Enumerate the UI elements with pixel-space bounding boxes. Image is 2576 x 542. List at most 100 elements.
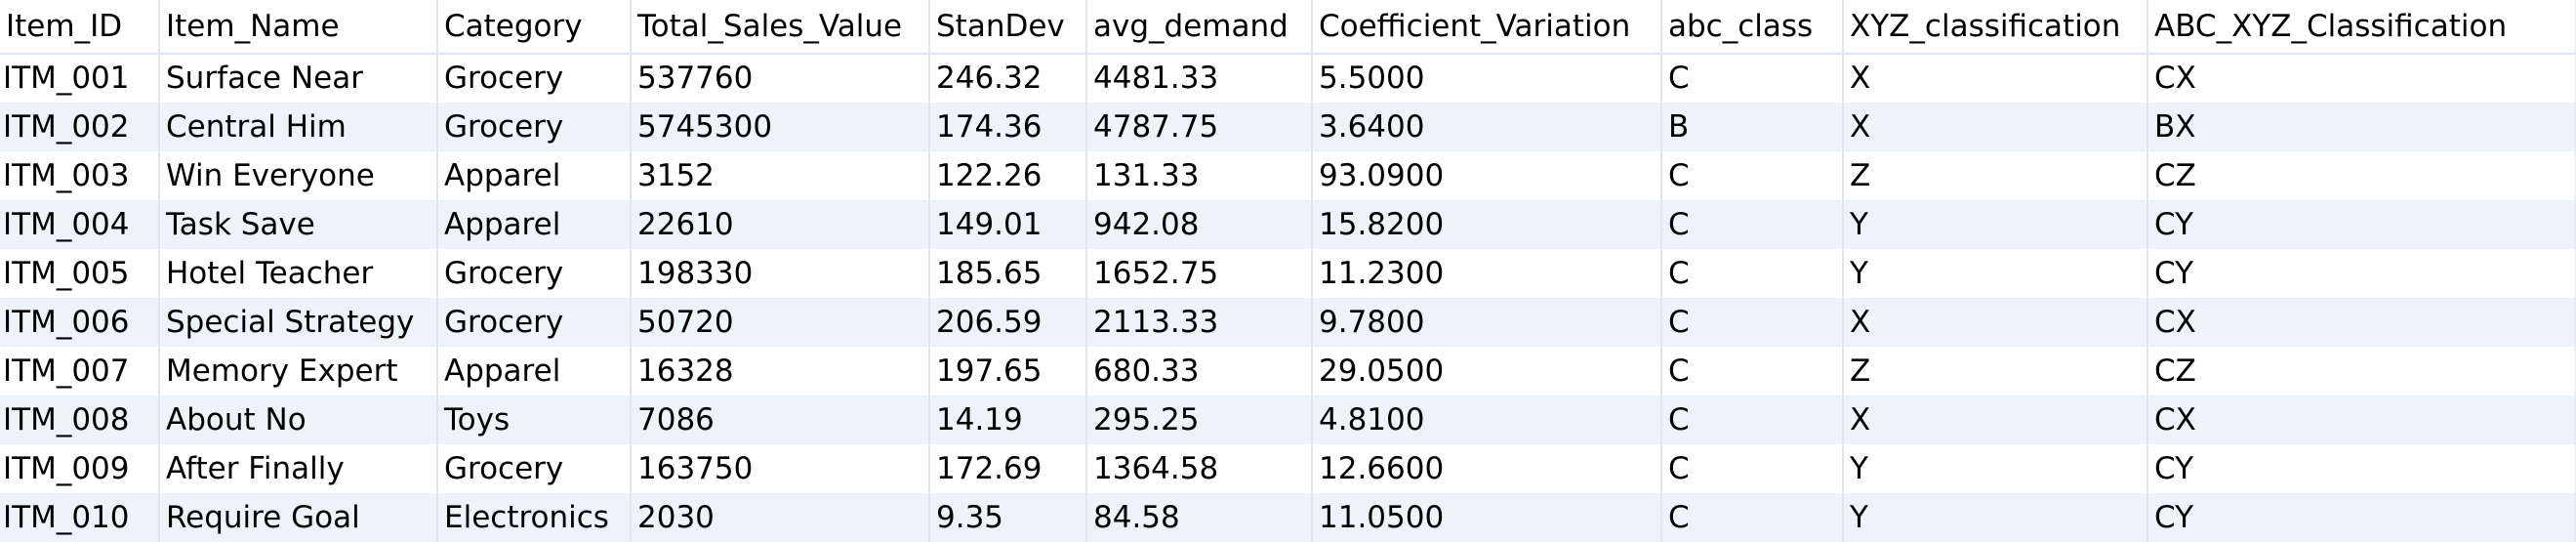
cell-item-name[interactable]: Memory Expert — [159, 347, 438, 396]
cell-xyz-classification[interactable]: X — [1843, 396, 2148, 444]
cell-abc-class[interactable]: C — [1661, 298, 1844, 347]
cell-abc-class[interactable]: C — [1661, 396, 1844, 444]
cell-total-sales-value[interactable]: 3152 — [631, 151, 930, 200]
column-header-abc-xyz-classification[interactable]: ABC_XYZ_Classification — [2147, 0, 2576, 55]
cell-item-id[interactable]: ITM_005 — [0, 249, 160, 298]
cell-item-name[interactable]: About No — [159, 396, 438, 444]
cell-item-id[interactable]: ITM_001 — [0, 54, 160, 103]
cell-abc-xyz-classification[interactable]: BX — [2147, 103, 2576, 151]
cell-abc-xyz-classification[interactable]: CX — [2147, 396, 2576, 444]
cell-standev[interactable]: 14.19 — [929, 396, 1087, 444]
cell-abc-xyz-classification[interactable]: CY — [2147, 200, 2576, 249]
cell-standev[interactable]: 206.59 — [929, 298, 1087, 347]
cell-item-name[interactable]: Central Him — [159, 103, 438, 151]
cell-total-sales-value[interactable]: 5745300 — [631, 103, 930, 151]
column-header-standev[interactable]: StanDev — [929, 0, 1087, 55]
cell-standev[interactable]: 185.65 — [929, 249, 1087, 298]
cell-item-id[interactable]: ITM_007 — [0, 347, 160, 396]
cell-item-id[interactable]: ITM_010 — [0, 493, 160, 542]
cell-xyz-classification[interactable]: Z — [1843, 347, 2148, 396]
cell-avg-demand[interactable]: 131.33 — [1086, 151, 1313, 200]
cell-total-sales-value[interactable]: 16328 — [631, 347, 930, 396]
cell-xyz-classification[interactable]: Y — [1843, 249, 2148, 298]
cell-abc-xyz-classification[interactable]: CY — [2147, 493, 2576, 542]
table-row[interactable]: ITM_003 Win Everyone Apparel 3152 122.26 131.… — [0, 151, 2576, 200]
cell-coefficient-variation[interactable]: 93.0900 — [1312, 151, 1662, 200]
cell-coefficient-variation[interactable]: 15.8200 — [1312, 200, 1662, 249]
cell-standev[interactable]: 174.36 — [929, 103, 1087, 151]
cell-item-name[interactable]: Surface Near — [159, 54, 438, 103]
cell-category[interactable]: Grocery — [437, 298, 632, 347]
cell-item-id[interactable]: ITM_009 — [0, 444, 160, 493]
cell-avg-demand[interactable]: 680.33 — [1086, 347, 1313, 396]
cell-item-name[interactable]: Task Save — [159, 200, 438, 249]
cell-item-id[interactable]: ITM_006 — [0, 298, 160, 347]
column-header-total-sales-value[interactable]: Total_Sales_Value — [631, 0, 930, 55]
cell-xyz-classification[interactable]: Z — [1843, 151, 2148, 200]
table-row[interactable]: ITM_008 About No Toys 7086 14.19 295.25 4.8100… — [0, 396, 2576, 444]
column-header-category[interactable]: Category — [437, 0, 632, 55]
cell-category[interactable]: Grocery — [437, 249, 632, 298]
cell-coefficient-variation[interactable]: 29.0500 — [1312, 347, 1662, 396]
cell-standev[interactable]: 149.01 — [929, 200, 1087, 249]
cell-category[interactable]: Apparel — [437, 347, 632, 396]
cell-total-sales-value[interactable]: 7086 — [631, 396, 930, 444]
cell-coefficient-variation[interactable]: 12.6600 — [1312, 444, 1662, 493]
cell-abc-xyz-classification[interactable]: CY — [2147, 444, 2576, 493]
cell-abc-xyz-classification[interactable]: CX — [2147, 54, 2576, 103]
cell-coefficient-variation[interactable]: 9.7800 — [1312, 298, 1662, 347]
cell-item-id[interactable]: ITM_004 — [0, 200, 160, 249]
cell-avg-demand[interactable]: 1652.75 — [1086, 249, 1313, 298]
cell-xyz-classification[interactable]: X — [1843, 103, 2148, 151]
table-row[interactable]: ITM_001 Surface Near Grocery 537760 246.32 44… — [0, 54, 2576, 103]
table-row[interactable]: ITM_004 Task Save Apparel 22610 149.01 942.08… — [0, 200, 2576, 249]
table-row[interactable]: ITM_010 Require Goal Electronics 2030 9.35 84… — [0, 493, 2576, 542]
cell-abc-class[interactable]: B — [1661, 103, 1844, 151]
cell-item-name[interactable]: Require Goal — [159, 493, 438, 542]
cell-category[interactable]: Apparel — [437, 151, 632, 200]
cell-abc-class[interactable]: C — [1661, 151, 1844, 200]
cell-abc-class[interactable]: C — [1661, 493, 1844, 542]
cell-category[interactable]: Toys — [437, 396, 632, 444]
cell-abc-class[interactable]: C — [1661, 200, 1844, 249]
cell-xyz-classification[interactable]: X — [1843, 54, 2148, 103]
table-row[interactable]: ITM_002 Central Him Grocery 5745300 174.36 47… — [0, 103, 2576, 151]
cell-total-sales-value[interactable]: 2030 — [631, 493, 930, 542]
cell-category[interactable]: Apparel — [437, 200, 632, 249]
cell-avg-demand[interactable]: 1364.58 — [1086, 444, 1313, 493]
cell-item-id[interactable]: ITM_003 — [0, 151, 160, 200]
cell-standev[interactable]: 172.69 — [929, 444, 1087, 493]
cell-avg-demand[interactable]: 84.58 — [1086, 493, 1313, 542]
cell-standev[interactable]: 197.65 — [929, 347, 1087, 396]
cell-abc-class[interactable]: C — [1661, 54, 1844, 103]
cell-item-id[interactable]: ITM_002 — [0, 103, 160, 151]
table-row[interactable]: ITM_009 After Finally Grocery 163750 172.69 1… — [0, 444, 2576, 493]
table-row[interactable]: ITM_007 Memory Expert Apparel 16328 197.65 68… — [0, 347, 2576, 396]
cell-abc-xyz-classification[interactable]: CZ — [2147, 347, 2576, 396]
cell-xyz-classification[interactable]: Y — [1843, 493, 2148, 542]
cell-avg-demand[interactable]: 4787.75 — [1086, 103, 1313, 151]
cell-avg-demand[interactable]: 295.25 — [1086, 396, 1313, 444]
cell-coefficient-variation[interactable]: 5.5000 — [1312, 54, 1662, 103]
cell-avg-demand[interactable]: 4481.33 — [1086, 54, 1313, 103]
cell-category[interactable]: Grocery — [437, 444, 632, 493]
cell-abc-xyz-classification[interactable]: CZ — [2147, 151, 2576, 200]
cell-total-sales-value[interactable]: 50720 — [631, 298, 930, 347]
cell-category[interactable]: Electronics — [437, 493, 632, 542]
column-header-item-id[interactable]: Item_ID — [0, 0, 160, 55]
cell-avg-demand[interactable]: 2113.33 — [1086, 298, 1313, 347]
cell-abc-xyz-classification[interactable]: CY — [2147, 249, 2576, 298]
cell-coefficient-variation[interactable]: 11.0500 — [1312, 493, 1662, 542]
column-header-abc-class[interactable]: abc_class — [1661, 0, 1844, 55]
cell-total-sales-value[interactable]: 198330 — [631, 249, 930, 298]
column-header-coefficient-variation[interactable]: Coefficient_Variation — [1312, 0, 1662, 55]
cell-abc-class[interactable]: C — [1661, 249, 1844, 298]
cell-standev[interactable]: 122.26 — [929, 151, 1087, 200]
cell-coefficient-variation[interactable]: 11.2300 — [1312, 249, 1662, 298]
cell-standev[interactable]: 9.35 — [929, 493, 1087, 542]
cell-xyz-classification[interactable]: Y — [1843, 444, 2148, 493]
column-header-item-name[interactable]: Item_Name — [159, 0, 438, 55]
cell-abc-class[interactable]: C — [1661, 347, 1844, 396]
cell-item-name[interactable]: Special Strategy — [159, 298, 438, 347]
table-row[interactable]: ITM_005 Hotel Teacher Grocery 198330 185.65 1… — [0, 249, 2576, 298]
